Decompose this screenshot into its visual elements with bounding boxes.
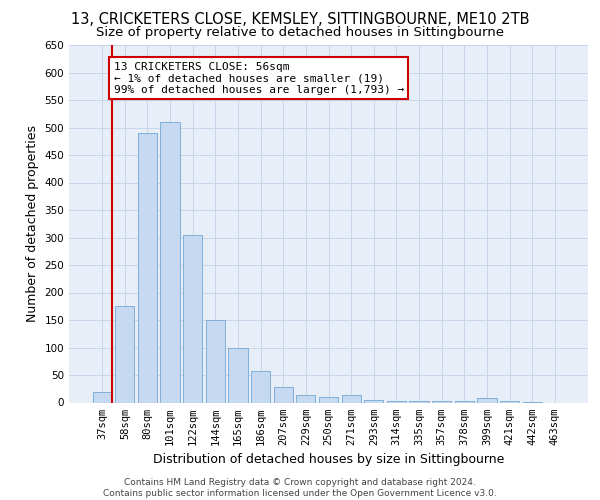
Bar [251, 370, 270, 402]
Bar [477, 398, 497, 402]
Text: 13, CRICKETERS CLOSE, KEMSLEY, SITTINGBOURNE, ME10 2TB: 13, CRICKETERS CLOSE, KEMSLEY, SITTINGBO… [71, 12, 529, 28]
Bar [160, 122, 180, 402]
Bar [274, 387, 293, 402]
Bar [92, 392, 112, 402]
Bar [387, 401, 406, 402]
Bar [115, 306, 134, 402]
Bar [206, 320, 225, 402]
Text: 13 CRICKETERS CLOSE: 56sqm
← 1% of detached houses are smaller (19)
99% of detac: 13 CRICKETERS CLOSE: 56sqm ← 1% of detac… [113, 62, 404, 94]
Bar [341, 395, 361, 402]
Bar [364, 400, 383, 402]
Bar [296, 395, 316, 402]
Bar [183, 235, 202, 402]
Bar [319, 397, 338, 402]
Bar [229, 348, 248, 403]
Text: Contains HM Land Registry data © Crown copyright and database right 2024.
Contai: Contains HM Land Registry data © Crown c… [103, 478, 497, 498]
X-axis label: Distribution of detached houses by size in Sittingbourne: Distribution of detached houses by size … [153, 453, 504, 466]
Text: Size of property relative to detached houses in Sittingbourne: Size of property relative to detached ho… [96, 26, 504, 39]
Bar [138, 133, 157, 402]
Y-axis label: Number of detached properties: Number of detached properties [26, 125, 39, 322]
